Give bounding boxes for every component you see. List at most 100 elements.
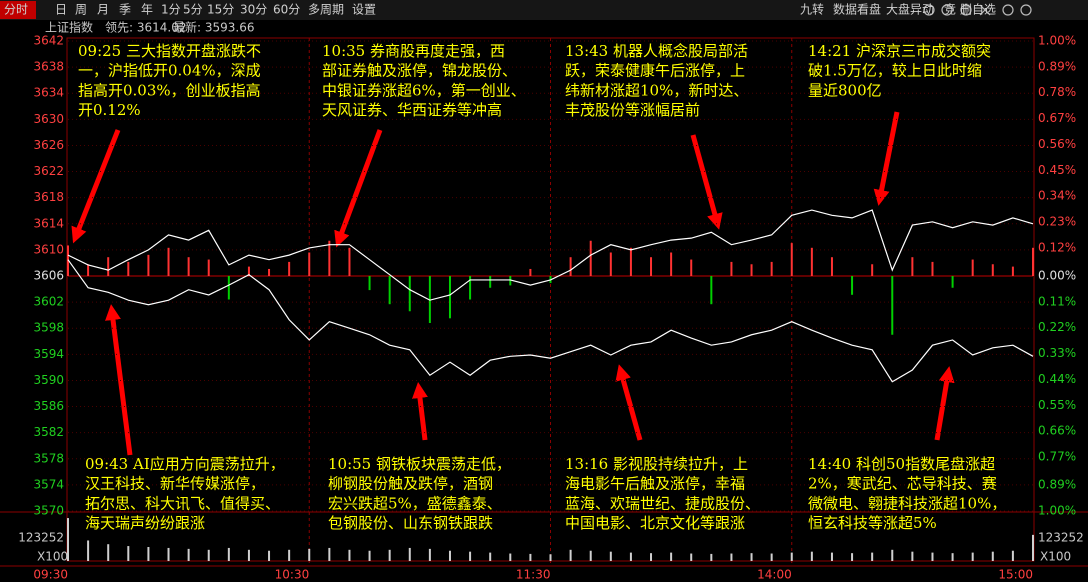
toolbar-button[interactable]: 季: [119, 3, 131, 17]
strength-bar: [469, 276, 472, 300]
strength-bar: [67, 245, 69, 276]
annotation: 09:43 AI应用方向震荡拉升，: [85, 455, 285, 473]
y-tick-label: 3590: [33, 373, 64, 387]
volume-bar: [268, 550, 271, 561]
volume-bar: [690, 553, 693, 561]
strength-bar: [871, 264, 874, 276]
strength-bar: [790, 243, 793, 276]
y-tick-label: 3610: [33, 242, 64, 256]
price-line: [67, 209, 1034, 301]
volume-bar: [509, 553, 512, 561]
strength-bar: [107, 257, 110, 276]
volume-bar: [810, 551, 813, 561]
annotation: 恒玄科技等涨超5%: [808, 514, 937, 532]
annotation: 跃，荣泰健康午后涨停，上: [565, 62, 745, 80]
volume-bar: [911, 551, 914, 561]
annotation: 13:16 影视股持续拉升，上: [565, 455, 748, 473]
strength-bar: [247, 266, 250, 276]
volume-bar: [147, 547, 150, 561]
strength-bar: [227, 276, 230, 300]
strength-bar: [388, 276, 391, 305]
toolbar-button[interactable]: 30分: [240, 3, 267, 17]
volume-bar: [87, 540, 90, 561]
x-tick-label: 09:30: [33, 568, 68, 582]
strength-bar: [408, 276, 411, 312]
toolbar-button[interactable]: 九转: [800, 2, 824, 17]
volume-tick-label: 123252: [1038, 531, 1084, 545]
toolbar-button[interactable]: 1分: [161, 3, 181, 17]
y2-tick-label: 1.00%: [1038, 34, 1076, 48]
volume-bar: [830, 552, 833, 561]
strength-bar: [951, 276, 954, 288]
toolbar-button[interactable]: 年: [141, 3, 153, 17]
volume-bar: [569, 549, 572, 561]
toolbar-button[interactable]: 5分: [183, 3, 203, 17]
volume-bar: [428, 548, 431, 561]
volume-bar: [790, 552, 793, 561]
volume-bar: [469, 551, 472, 561]
strength-bar: [770, 261, 773, 276]
y-tick-label: 3614: [33, 216, 64, 230]
strength-bar: [348, 247, 351, 276]
toolbar: [0, 0, 1088, 20]
toolbar-button[interactable]: 多周期: [308, 3, 344, 17]
y2-tick-label: 0.67%: [1038, 111, 1076, 125]
y2-tick-label: 0.34%: [1038, 189, 1076, 203]
volume-bar: [227, 547, 230, 561]
strength-bar: [187, 257, 190, 276]
annotation: 14:21 沪深京三市成交额突: [808, 42, 991, 60]
annotation: 量近800亿: [808, 81, 882, 99]
y2-tick-label: 0.77%: [1038, 449, 1076, 463]
y2-tick-label: 0.23%: [1038, 214, 1076, 228]
strength-bar: [288, 261, 291, 276]
toolbar-button[interactable]: 60分: [273, 3, 300, 17]
toolbar-button[interactable]: 月: [97, 3, 109, 17]
toolbar-button[interactable]: 15分: [207, 3, 234, 17]
annotation: 海电影午后触及涨停，幸福: [565, 475, 745, 493]
annotation: 10:35 券商股再度走强，西: [322, 42, 505, 60]
annotation: 丰茂股份等涨幅居前: [565, 101, 700, 119]
volume-unit: X100: [37, 550, 68, 564]
volume-bar: [589, 550, 592, 561]
toolbar-button[interactable]: 删自选: [960, 3, 996, 17]
strength-bar: [1011, 266, 1014, 276]
strength-bar: [891, 276, 894, 335]
volume-bar: [629, 552, 632, 561]
toolbar-button[interactable]: 日: [55, 3, 67, 17]
annotation: 13:43 机器人概念股局部活: [565, 42, 748, 60]
y-tick-label: 3574: [33, 477, 64, 491]
active-tab[interactable]: [0, 1, 36, 19]
y2-tick-label: 0.45%: [1038, 163, 1076, 177]
y2-tick-label: 0.78%: [1038, 85, 1076, 99]
index-name: 上证指数: [45, 20, 93, 35]
y-tick-label: 3578: [33, 451, 64, 465]
volume-bar: [187, 548, 190, 561]
annotation: 柳钢股份触及跌停，酒钢: [328, 475, 493, 493]
y2-tick-label: 0.89%: [1038, 59, 1076, 73]
toolbar-button[interactable]: 分时: [4, 3, 28, 17]
annotation: 汉王科技、新华传媒涨停，: [85, 475, 265, 493]
strength-bar: [830, 257, 833, 276]
annotation: 微微电、翱捷科技涨超10%，: [808, 494, 1006, 512]
y-tick-label: 3622: [33, 164, 64, 178]
toolbar-button[interactable]: 周: [75, 3, 87, 17]
annotation: 一，沪指低开0.04%，深成: [78, 62, 261, 80]
y-tick-label: 3626: [33, 138, 64, 152]
toolbar-button[interactable]: 竞: [944, 3, 956, 17]
toolbar-button[interactable]: 设置: [352, 3, 376, 17]
y2-tick-label: 0.00%: [1038, 269, 1076, 283]
toolbar-button[interactable]: 大盘异动: [886, 2, 934, 17]
strength-bar: [911, 257, 914, 276]
y2-tick-label: 0.55%: [1038, 398, 1076, 412]
y-tick-label: 3618: [33, 190, 64, 204]
strength-bar: [147, 254, 150, 276]
volume-unit: X100: [1040, 550, 1071, 564]
annotation: 09:25 三大指数开盘涨跌不: [78, 42, 261, 60]
toolbar-button[interactable]: 数据看盘: [833, 2, 881, 17]
volume-bar: [1011, 550, 1014, 561]
y-tick-label: 3642: [33, 34, 64, 48]
strength-bar: [87, 264, 90, 276]
strength-bar: [448, 276, 451, 319]
